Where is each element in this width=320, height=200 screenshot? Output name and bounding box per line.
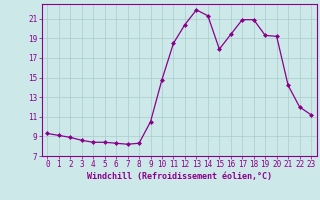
X-axis label: Windchill (Refroidissement éolien,°C): Windchill (Refroidissement éolien,°C) (87, 172, 272, 181)
